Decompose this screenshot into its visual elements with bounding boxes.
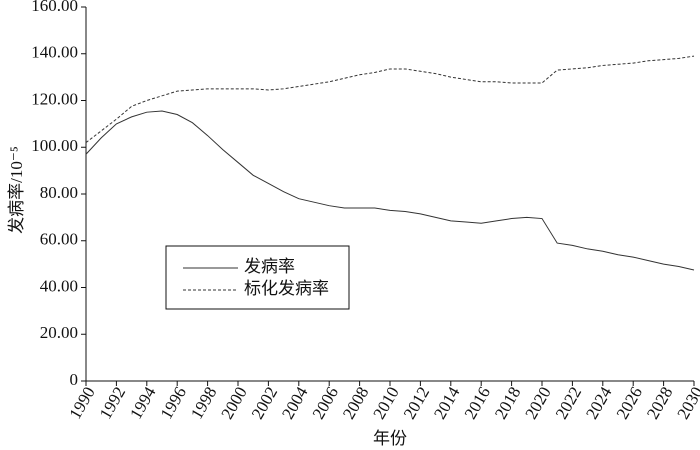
y-tick-label: 40.00 — [40, 276, 78, 295]
x-tick-label: 2026 — [613, 383, 646, 422]
x-tick-label: 2014 — [430, 383, 464, 422]
y-tick-label: 20.00 — [40, 323, 78, 342]
x-tick-label: 2022 — [552, 383, 585, 422]
y-tick-label: 160.00 — [31, 0, 78, 15]
x-tick-label: 2020 — [521, 383, 554, 422]
y-tick-label: 60.00 — [40, 230, 78, 249]
x-tick-label: 2002 — [248, 383, 281, 422]
y-axis-label: 发病率/10⁻⁵ — [7, 146, 26, 234]
y-tick-label: 0 — [70, 370, 79, 389]
x-tick-label: 2028 — [643, 383, 676, 422]
y-tick-label: 120.00 — [31, 89, 78, 108]
axes — [85, 7, 694, 382]
x-tick-label: 1992 — [96, 383, 129, 422]
legend-label: 标化发病率 — [244, 279, 329, 298]
x-tick-label: 2000 — [217, 383, 250, 422]
x-tick-label: 1990 — [65, 383, 98, 422]
y-tick-label: 80.00 — [40, 183, 78, 202]
legend-label: 发病率 — [244, 257, 295, 276]
x-tick-label: 1996 — [157, 383, 190, 422]
x-tick-label: 1994 — [126, 383, 160, 422]
x-tick-label: 1998 — [187, 383, 220, 422]
x-tick-label: 2018 — [491, 383, 524, 422]
y-tick-label: 140.00 — [31, 43, 78, 62]
x-tick-label: 2010 — [369, 383, 402, 422]
x-tick-label: 2012 — [400, 383, 433, 422]
x-tick-label: 2008 — [339, 383, 372, 422]
y-tick-label: 100.00 — [31, 136, 78, 155]
series-line — [85, 110, 695, 271]
x-tick-label: 2004 — [278, 383, 312, 422]
x-tick-label: 2024 — [582, 383, 616, 422]
x-tick-label: 2016 — [461, 383, 494, 422]
x-tick-label: 2030 — [673, 383, 700, 422]
x-tick-label: 2006 — [309, 383, 342, 422]
legend-box — [165, 245, 350, 310]
x-axis-label: 年份 — [373, 429, 407, 448]
series-line — [85, 55, 695, 143]
